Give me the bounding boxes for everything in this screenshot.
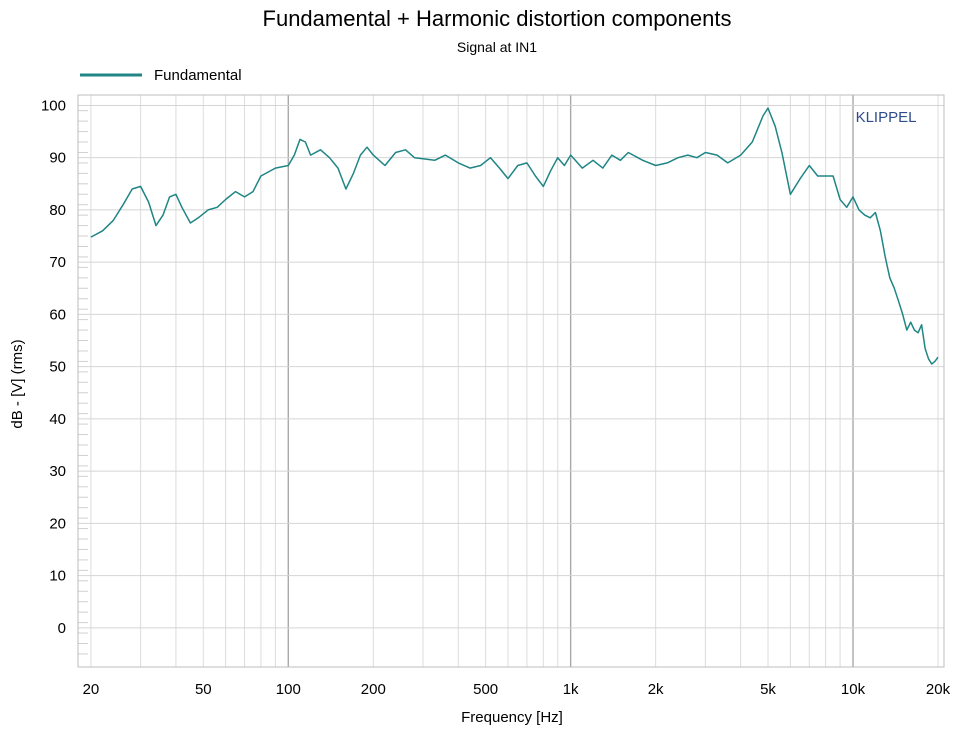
chart-subtitle: Signal at IN1 <box>457 39 537 55</box>
x-tick-label: 20k <box>926 681 951 698</box>
data-layer <box>90 107 939 365</box>
chart-title: Fundamental + Harmonic distortion compon… <box>263 6 732 31</box>
series-line-fundamental <box>90 107 939 365</box>
x-tick-label: 100 <box>276 681 301 698</box>
legend-label-fundamental: Fundamental <box>154 67 242 84</box>
plot-area <box>77 94 945 668</box>
x-tick-label: 500 <box>473 681 498 698</box>
x-tick-label: 200 <box>361 681 386 698</box>
y-tick-label: 70 <box>49 254 66 271</box>
x-tick-label: 20 <box>83 681 100 698</box>
x-tick-label: 5k <box>760 681 776 698</box>
y-tick-label: 100 <box>41 97 66 114</box>
plot-frame <box>77 94 945 668</box>
grid <box>78 95 944 667</box>
x-tick-label: 1k <box>563 681 579 698</box>
y-tick-label: 60 <box>49 306 66 323</box>
y-tick-label: 90 <box>49 150 66 167</box>
y-axis-label: dB - [V] (rms) <box>9 339 26 428</box>
y-tick-label: 0 <box>58 620 66 637</box>
tick-labels: 0 10 20 30 40 50 60 70 80 90 100 20 50 100 200 500 1k 2k 5… <box>41 97 951 698</box>
legend: Fundamental <box>80 67 242 84</box>
y-tick-label: 20 <box>49 515 66 532</box>
brand-label: KLIPPEL <box>856 109 917 126</box>
x-tick-label: 10k <box>841 681 866 698</box>
x-axis-label: Frequency [Hz] <box>461 709 563 726</box>
y-tick-label: 40 <box>49 411 66 428</box>
y-tick-label: 80 <box>49 202 66 219</box>
x-tick-label: 50 <box>195 681 212 698</box>
y-tick-label: 50 <box>49 359 66 376</box>
x-tick-label: 2k <box>648 681 664 698</box>
y-tick-label: 10 <box>49 568 66 585</box>
y-tick-label: 30 <box>49 463 66 480</box>
